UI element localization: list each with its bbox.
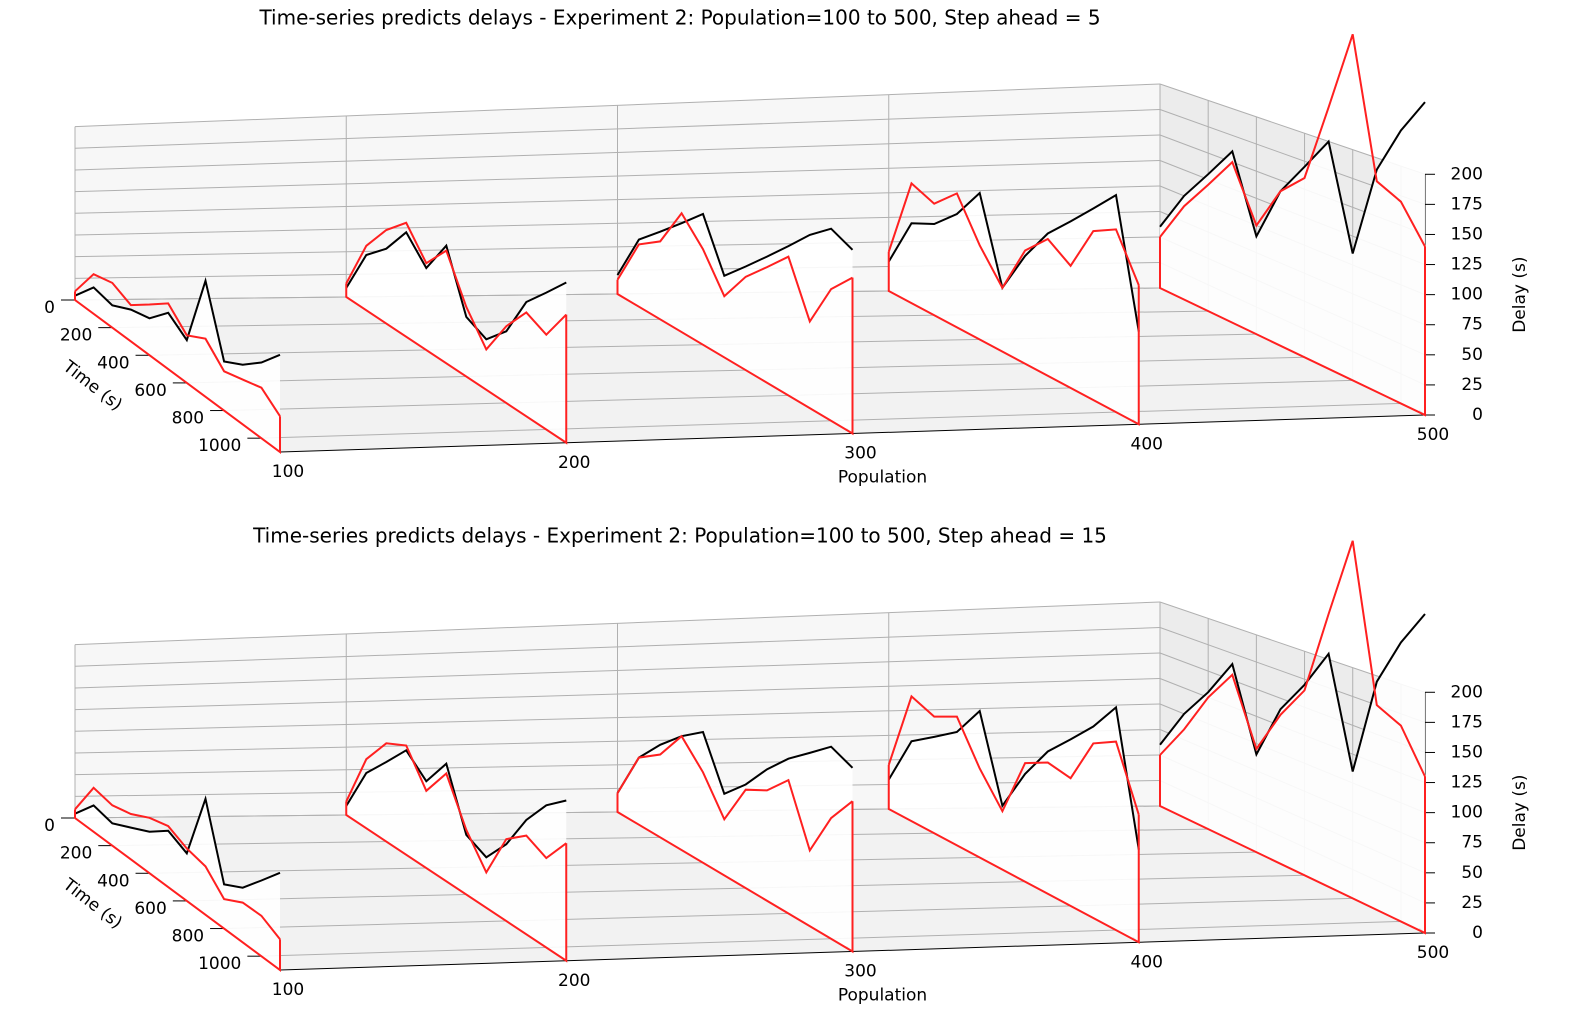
delay-line	[887, 181, 1140, 290]
slice-outline	[1159, 237, 1426, 417]
chart-title: Time-series predicts delays - Experiment…	[252, 524, 1107, 548]
z-tick-label: 75	[1461, 833, 1483, 853]
x-tick-label: 100	[272, 980, 304, 1000]
grid-line	[1159, 83, 1426, 175]
delay-line	[616, 730, 854, 796]
z-tick-label: 175	[1451, 712, 1483, 732]
chart: Time-series predicts delays - Experiment…	[44, 524, 1530, 1006]
slice-outline	[74, 809, 281, 972]
slice-fill	[888, 707, 1139, 943]
x-tick-label: 400	[1131, 434, 1163, 454]
slice-outline	[345, 283, 568, 445]
z-tick-label: 50	[1461, 863, 1483, 883]
z-axis-label: Delay (s)	[1510, 256, 1530, 332]
delay-line	[1159, 33, 1426, 247]
y-tick-label: 200	[60, 326, 92, 346]
delay-line	[887, 705, 1140, 850]
slice-fill	[1160, 614, 1425, 933]
y-tick-label: 800	[172, 409, 204, 429]
y-tick-label: 0	[44, 298, 55, 318]
slice-outline	[1159, 755, 1426, 935]
slice-outline	[887, 251, 1140, 426]
delay-line	[74, 276, 281, 366]
x-tick-label: 200	[558, 453, 590, 473]
x-tick-label: 300	[844, 444, 876, 464]
slice-outline	[345, 801, 568, 963]
y-tick-label: 400	[97, 353, 129, 373]
x-tick-label: 300	[844, 962, 876, 982]
slice-fill	[617, 214, 853, 434]
z-tick-label: 150	[1451, 224, 1483, 244]
z-tick-label: 75	[1461, 315, 1483, 335]
x-tick-label: 200	[558, 971, 590, 991]
slice-outline	[887, 764, 1140, 944]
delay-line	[616, 211, 853, 324]
x-tick-label: 500	[1417, 425, 1449, 445]
y-tick-label: 400	[97, 871, 129, 891]
y-tick-label: 600	[134, 899, 166, 919]
y-tick-label: 200	[60, 844, 92, 864]
slice-outline	[74, 291, 281, 454]
slice-fill	[346, 750, 567, 961]
z-tick-label: 25	[1461, 375, 1483, 395]
z-tick-label: 125	[1451, 255, 1483, 275]
z-tick-label: 125	[1451, 773, 1483, 793]
z-tick-label: 0	[1472, 405, 1483, 425]
slice-fill	[75, 280, 280, 452]
x-axis-label: Population	[838, 986, 927, 1006]
delay-line	[887, 694, 1140, 816]
y-tick-label: 1000	[198, 436, 241, 456]
slice-fill	[1160, 102, 1425, 416]
delay-line	[1159, 540, 1426, 777]
z-tick-label: 150	[1451, 742, 1483, 762]
z-tick-label: 25	[1461, 893, 1483, 913]
z-tick-label: 175	[1451, 194, 1483, 214]
y-tick-label: 0	[44, 816, 55, 836]
z-tick-label: 200	[1451, 682, 1483, 702]
z-tick-label: 0	[1472, 923, 1483, 943]
delay-line	[345, 221, 568, 352]
chart-title: Time-series predicts delays - Experiment…	[258, 6, 1100, 30]
delay-line	[74, 795, 281, 889]
y-tick-label: 800	[172, 927, 204, 947]
delay-line	[74, 273, 281, 417]
z-tick-label: 50	[1461, 345, 1483, 365]
z-tick-label: 100	[1451, 803, 1483, 823]
delay-line	[1159, 613, 1426, 772]
x-tick-label: 400	[1131, 952, 1163, 972]
delay-line	[887, 191, 1140, 332]
slice-fill	[617, 732, 853, 952]
delay-line	[74, 786, 281, 940]
delay-line	[345, 742, 567, 875]
chart: Time-series predicts delays - Experiment…	[44, 6, 1530, 488]
x-axis-label: Population	[838, 468, 927, 488]
z-axis-label: Delay (s)	[1510, 774, 1530, 850]
z-tick-label: 200	[1451, 164, 1483, 184]
slice-fill	[346, 232, 567, 443]
slice-fill	[888, 193, 1139, 425]
slice-outline	[616, 793, 854, 954]
z-tick-label: 100	[1451, 285, 1483, 305]
delay-line	[616, 212, 854, 278]
y-tick-label: 1000	[198, 954, 241, 974]
delay-line	[616, 734, 854, 853]
delay-line	[1159, 101, 1426, 254]
grid-line	[74, 601, 1161, 646]
y-tick-label: 600	[134, 381, 166, 401]
slice-outline	[616, 277, 854, 436]
x-tick-label: 100	[272, 462, 304, 482]
slice-fill	[75, 798, 280, 970]
x-tick-label: 500	[1417, 943, 1449, 963]
